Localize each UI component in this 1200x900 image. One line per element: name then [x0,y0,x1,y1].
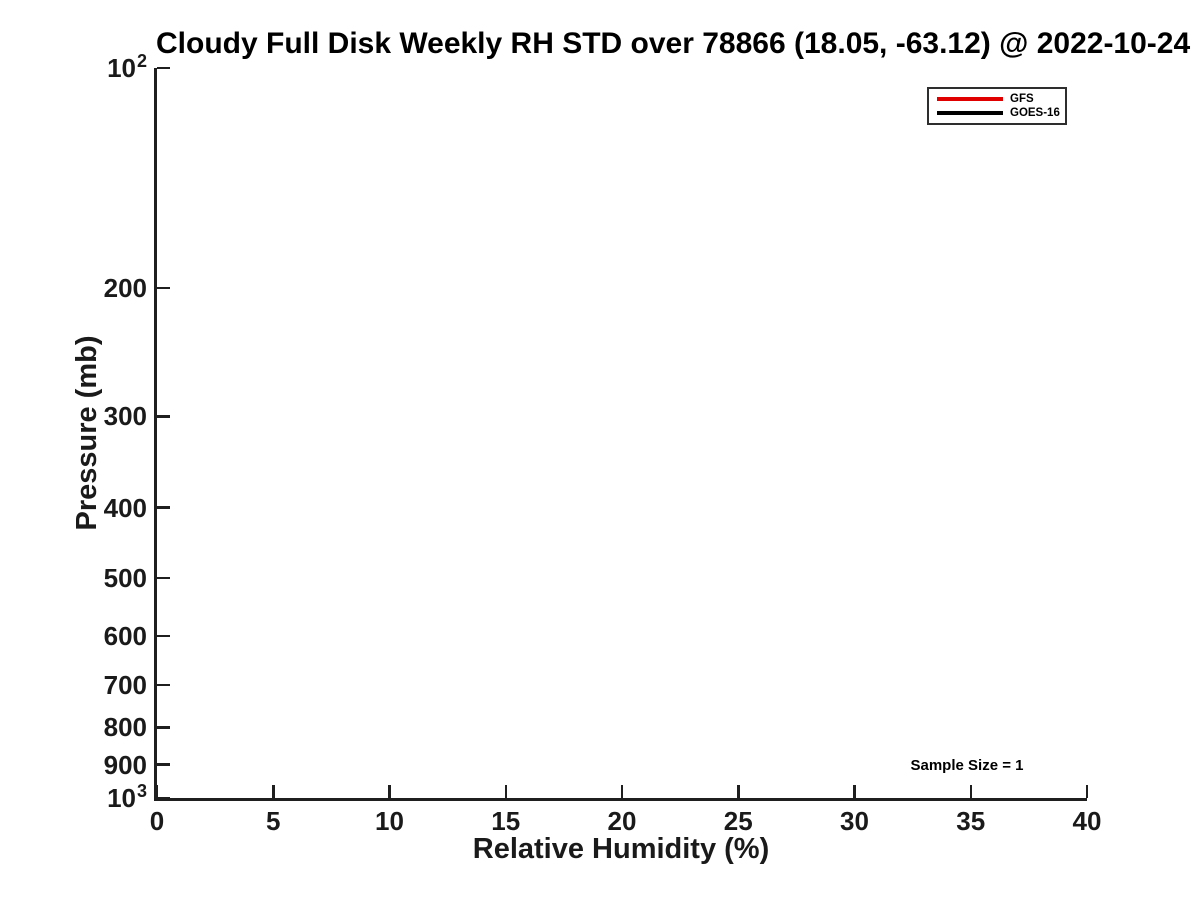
y-tick-label: 900 [103,749,147,780]
legend-line-goes16 [937,111,1003,115]
legend-label-goes16: GOES-16 [1010,107,1060,119]
y-tick-label: 103 [107,781,147,813]
y-tick [157,634,170,638]
y-tick [157,763,170,766]
y-tick [157,726,170,729]
y-tick-label: 600 [103,621,147,652]
legend-label-gfs: GFS [1010,93,1034,105]
x-tick [155,785,159,798]
y-tick [157,506,170,509]
y-tick-exponent: 3 [136,781,147,801]
y-tick [157,683,170,687]
y-tick-label: 102 [107,51,147,83]
legend-line-gfs [937,97,1003,101]
plot-area [154,68,1087,801]
x-tick-label: 5 [266,806,281,836]
y-tick-label: 400 [103,492,147,523]
legend-entry-goes16: GOES-16 [937,107,1060,119]
x-tick [737,785,740,798]
y-tick-label: 500 [103,563,147,594]
x-tick-label: 10 [375,806,404,836]
x-tick-label: 25 [723,806,753,836]
x-axis-label: Relative Humidity (%) [472,833,770,865]
x-tick-label: 30 [840,806,869,836]
x-tick [388,785,391,798]
y-tick [157,286,170,289]
x-tick-label: 15 [491,806,521,836]
y-tick-label: 300 [103,401,147,432]
x-tick-label: 20 [607,806,637,836]
y-tick-label: 700 [103,669,147,700]
y-tick-label: 800 [103,712,147,743]
legend: GFS GOES-16 [927,87,1067,125]
x-tick-label: 0 [149,806,165,836]
x-tick [1085,785,1089,798]
y-tick [157,796,170,800]
chart-title: Cloudy Full Disk Weekly RH STD over 7886… [156,27,1191,60]
x-tick [853,785,856,798]
x-tick-label: 40 [1072,806,1102,836]
legend-entry-gfs: GFS [937,93,1060,105]
x-tick [272,785,275,798]
x-tick [620,785,624,798]
x-tick [504,785,507,798]
y-tick [157,415,170,418]
x-tick-label: 35 [956,806,986,836]
y-tick [157,576,170,580]
sample-size-annotation: Sample Size = 1 [910,757,1024,774]
y-tick-label: 200 [103,272,147,303]
y-tick-exponent: 2 [136,51,147,71]
y-tick [157,66,170,70]
x-tick [969,785,972,798]
